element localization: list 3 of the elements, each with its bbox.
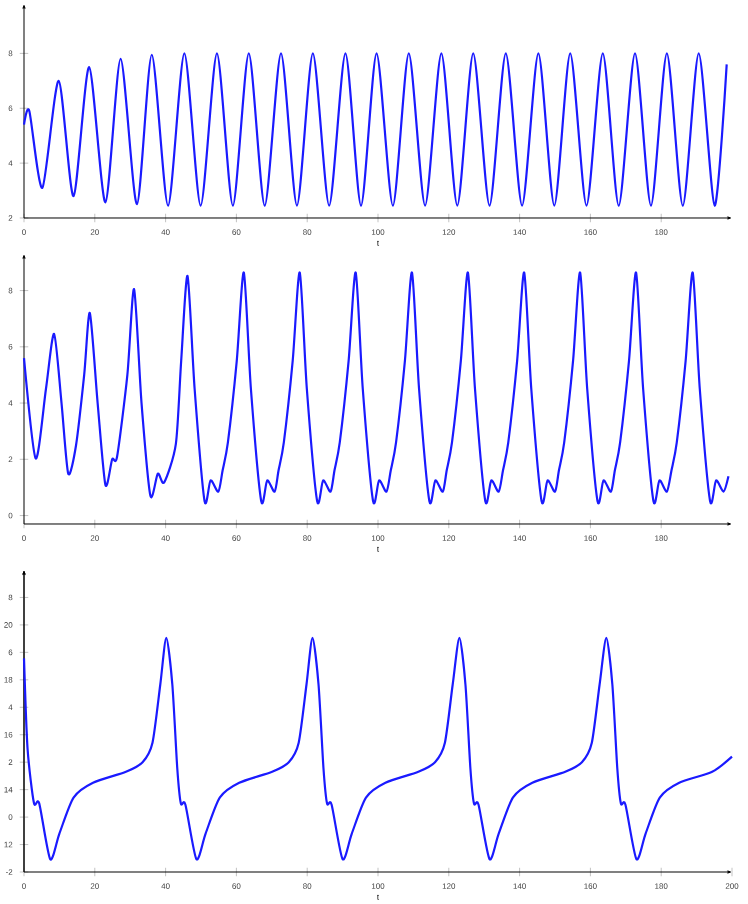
line-series: [22, 52, 728, 207]
line-series: [22, 271, 730, 505]
line-series: [22, 636, 734, 861]
